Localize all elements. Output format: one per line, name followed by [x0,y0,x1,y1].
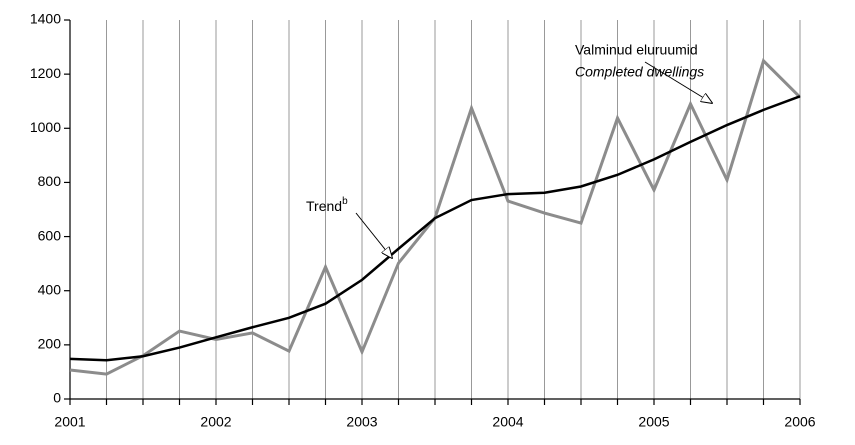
series-label: Trendb [306,196,348,214]
x-tick-label: 2005 [638,414,669,430]
x-tick-label: 2004 [492,414,523,430]
y-tick-label: 1400 [30,11,61,27]
grid: 2001 2002 2003 2004 2005 2006 0 200 400 600 800 100… [30,11,816,430]
trend-label: Trend [306,198,342,214]
series-line [69,95,801,362]
series-label: Completed dwellings [575,64,704,80]
y-tick-label: 1000 [30,119,61,135]
y-tick-label: 0 [53,390,61,406]
x-tick-label: 2003 [346,414,377,430]
y-tick-label: 800 [38,173,62,189]
y-tick-label: 1200 [30,65,61,81]
x-tick-label: 2001 [54,414,85,430]
x-tick-label: 2002 [200,414,231,430]
y-tick-label: 200 [38,336,62,352]
y-tick-label: 400 [38,281,62,297]
annotation-arrow [355,212,392,258]
trend-sup: b [342,196,348,207]
series-label: Valminud eluruumid [575,42,698,58]
annotation-arrow [644,61,712,103]
y-tick-label: 600 [38,227,62,243]
lines [69,58,802,376]
x-tick-label: 2006 [784,414,815,430]
